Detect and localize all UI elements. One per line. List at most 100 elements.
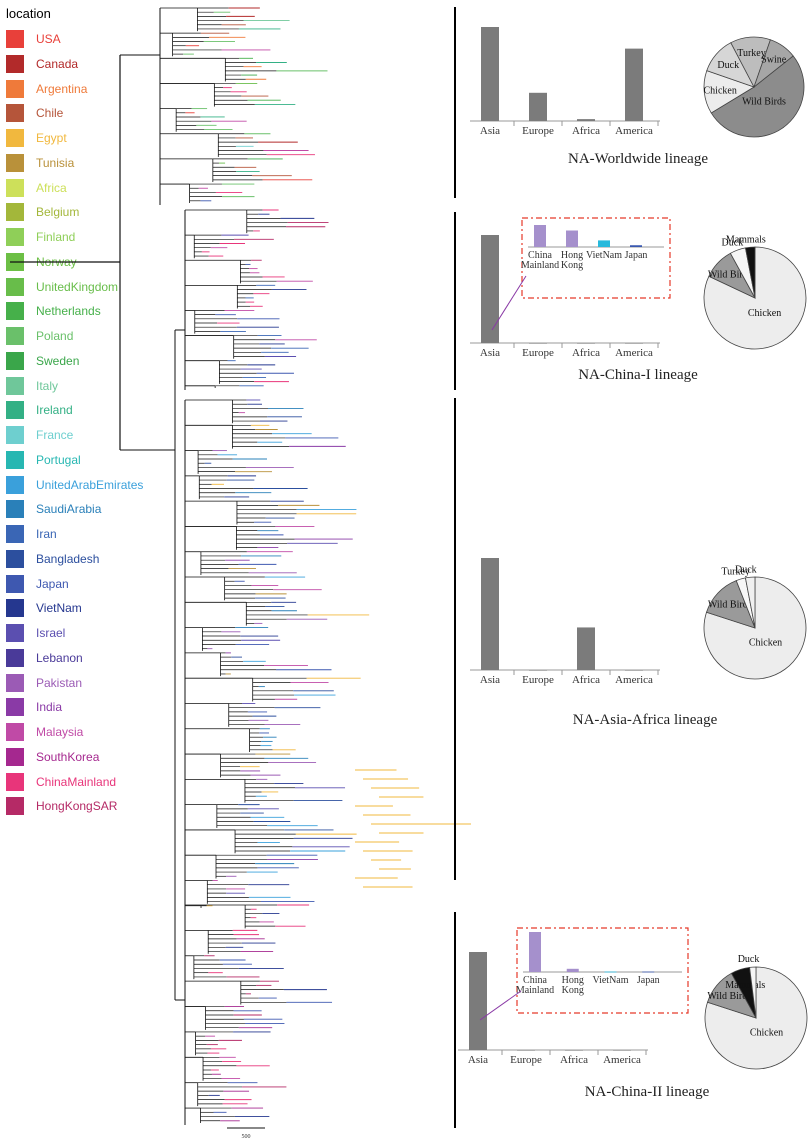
legend-swatch — [6, 549, 24, 568]
legend-swatch — [6, 450, 24, 469]
legend-label: Belgium — [36, 205, 80, 220]
inset-bar — [604, 971, 617, 973]
pie-slice — [710, 55, 805, 138]
legend-label: Ireland — [36, 403, 73, 418]
inset-label: Kong — [562, 985, 584, 996]
legend-swatch — [6, 500, 24, 519]
pie-slice — [703, 246, 807, 350]
legend-swatch — [6, 277, 24, 296]
pie-label: Wild Birds — [708, 269, 752, 280]
legend-label: Pakistan — [36, 675, 83, 690]
legend-title: location — [6, 6, 51, 21]
bar-label: Asia — [480, 347, 500, 359]
pie-label: Turkey — [721, 566, 750, 577]
legend-item: Africa — [6, 178, 156, 197]
legend-swatch — [6, 673, 24, 692]
bar — [469, 952, 487, 1050]
bar — [625, 343, 643, 344]
bar-label: Europe — [522, 125, 554, 137]
legend-item: Ireland — [6, 401, 156, 420]
legend-item: Netherlands — [6, 302, 156, 321]
legend-label: ChinaMainland — [36, 774, 117, 789]
pie-label: Chicken — [749, 637, 782, 648]
legend-swatch — [6, 54, 24, 73]
country-inset: ChinaMainland HongKong VietNam Japan — [479, 927, 689, 1021]
legend-label: Italy — [36, 378, 59, 393]
lineage-title: NA-China-II lineage — [585, 1084, 710, 1100]
bar — [529, 670, 547, 671]
inset-label: Mainland — [516, 985, 554, 996]
inset-box — [521, 217, 671, 299]
legend-swatch — [6, 129, 24, 147]
legend-label: Egypt — [36, 131, 67, 145]
legend-swatch — [6, 747, 24, 766]
pie-label: Swine — [761, 54, 787, 65]
inset-label: Hong — [562, 975, 584, 986]
legend-swatch — [6, 698, 24, 717]
lineage-panel: Asia Europe Africa America NA-China-I lineag… — [470, 234, 807, 383]
pie-label: Mammals — [726, 234, 766, 245]
legend-swatch — [6, 104, 24, 123]
legend-swatch — [6, 475, 24, 494]
legend-swatch — [6, 772, 24, 791]
legend-label: Lebanon — [36, 650, 83, 665]
bar-label: Asia — [468, 1054, 488, 1066]
pie-label: Duck — [735, 564, 757, 575]
legend-item: Argentina — [6, 79, 156, 98]
legend-item: VietNam — [6, 599, 156, 618]
inset-label: Mainland — [521, 260, 559, 271]
legend-item: Poland — [6, 327, 156, 345]
lineage-panel: Asia Europe Africa America NA-Asia-Africa li… — [470, 558, 807, 728]
bar-label: Asia — [480, 125, 500, 137]
bar-label: Europe — [510, 1054, 542, 1066]
legend-swatch — [6, 302, 24, 321]
inset-label: China — [523, 975, 547, 986]
pie-slice — [744, 576, 756, 629]
inset-bar — [566, 230, 578, 247]
inset-connector — [491, 275, 527, 331]
legend-label: Portugal — [36, 452, 81, 467]
legend-swatch — [6, 203, 24, 222]
legend-item: Italy — [6, 376, 156, 395]
pie-label: Mammals — [725, 980, 765, 991]
inset-box — [516, 927, 689, 1014]
pie-slice — [704, 966, 808, 1070]
bar — [577, 627, 595, 670]
legend-item: Malaysia — [6, 723, 156, 741]
legend-label: Bangladesh — [36, 551, 100, 566]
legend-swatch — [6, 648, 24, 667]
bar-label: Africa — [560, 1054, 588, 1066]
legend-item: Bangladesh — [6, 549, 156, 568]
legend-swatch — [6, 228, 24, 246]
inset-bar — [642, 971, 655, 973]
pie-label: Chicken — [748, 308, 781, 319]
legend-label: USA — [36, 32, 61, 46]
legend-label: Tunisia — [36, 155, 75, 170]
legend-item: Sweden — [6, 351, 156, 370]
inset-connector — [479, 990, 522, 1021]
bar — [517, 1050, 535, 1051]
pie-slice — [744, 246, 756, 299]
pie-label: Duck — [717, 60, 739, 71]
bar-label: Africa — [572, 347, 600, 359]
legend-label: VietNam — [36, 601, 82, 616]
legend-item: Belgium — [6, 203, 156, 222]
legend-label: UnitedArabEmirates — [36, 477, 144, 492]
bar — [625, 670, 643, 671]
legend-swatch — [6, 401, 24, 420]
legend-item: UnitedKingdom — [6, 277, 156, 296]
inset-label: Japan — [637, 975, 660, 986]
lineage-title: NA-Worldwide lineage — [568, 151, 708, 167]
legend-item: ChinaMainland — [6, 772, 156, 791]
legend-label: Argentina — [36, 81, 88, 96]
legend-swatch — [6, 624, 24, 642]
inset-bar — [598, 240, 610, 247]
legend-swatch — [6, 723, 24, 741]
legend-item: Tunisia — [6, 153, 156, 172]
pie-label: Duck — [738, 954, 760, 965]
legend-label: SaudiArabia — [36, 502, 102, 517]
legend-swatch — [6, 327, 24, 345]
pie-label: Wild Birds — [707, 991, 751, 1002]
pie-slice — [753, 39, 794, 89]
legend-item: SouthKorea — [6, 747, 156, 766]
